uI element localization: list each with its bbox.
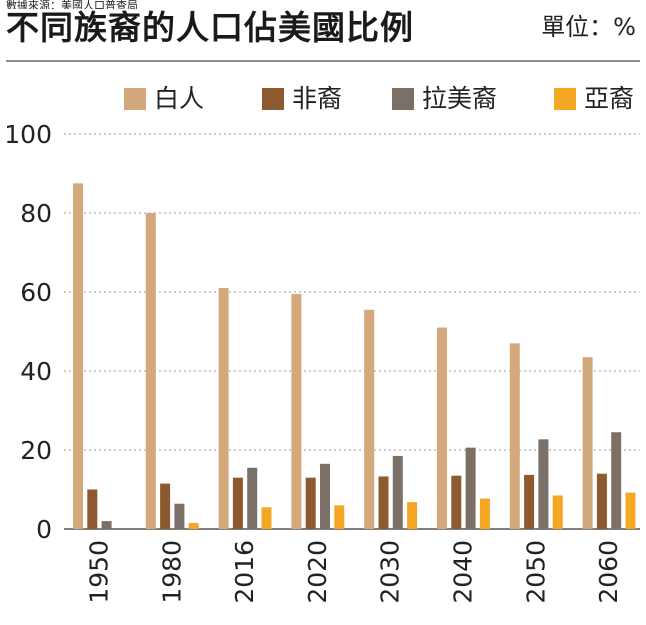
bar-hispanic-2060 [611, 432, 622, 529]
legend-item-black: 非裔 [262, 84, 342, 114]
unit-label: 單位：% [541, 13, 636, 41]
bar-black-2050 [524, 474, 535, 529]
x-tick-label: 2016 [230, 540, 259, 604]
bar-white-2030 [364, 309, 375, 529]
bar-hispanic-2040 [465, 447, 476, 529]
y-tick-label: 80 [20, 199, 52, 228]
x-tick-label: 2040 [448, 540, 477, 604]
bar-asian-2030 [407, 502, 418, 529]
bar-asian-2050 [552, 495, 563, 529]
bar-white-1950 [73, 183, 83, 529]
bar-white-1980 [145, 213, 156, 529]
x-tick-label: 2030 [376, 540, 405, 604]
bar-black-1950 [87, 489, 98, 529]
y-tick-label: 40 [20, 357, 52, 386]
bar-asian-2040 [479, 498, 490, 529]
bar-black-2030 [378, 476, 389, 529]
legend-label-black: 非裔 [292, 84, 343, 113]
bar-hispanic-1950 [101, 521, 112, 529]
legend-swatch-white [124, 88, 146, 110]
y-tick-label: 20 [20, 436, 52, 465]
bar-hispanic-1980 [174, 503, 185, 529]
bar-hispanic-2030 [392, 455, 403, 529]
bar-asian-2020 [334, 505, 345, 529]
x-tick-label: 2050 [521, 540, 550, 604]
chart-title: 不同族裔的人口佔美國比例 [6, 8, 414, 47]
bar-white-2016 [218, 288, 229, 529]
legend-item-hispanic: 拉美裔 [392, 84, 497, 114]
legend-swatch-asian [554, 88, 576, 110]
y-tick-label: 60 [20, 278, 52, 307]
bar-asian-1980 [188, 523, 199, 529]
bar-hispanic-2050 [538, 439, 549, 529]
bar-white-2060 [582, 357, 593, 529]
x-tick-label: 2020 [303, 540, 332, 604]
y-tick-label: 100 [4, 120, 52, 149]
x-tick-label: 1950 [84, 540, 113, 604]
x-tick-label: 1980 [157, 540, 186, 604]
x-axis: 1950 1980 2016 2020 2030 2040 2050 2060 [84, 540, 623, 604]
bar-black-2040 [451, 475, 462, 529]
legend-label-hispanic: 拉美裔 [422, 84, 498, 113]
bar-black-2020 [305, 477, 316, 529]
y-axis: 0 20 40 60 80 100 [4, 120, 52, 544]
legend-swatch-black [262, 88, 284, 110]
bar-white-2050 [509, 343, 520, 529]
bar-black-2016 [232, 477, 243, 529]
legend-label-white: 白人 [154, 84, 205, 113]
legend-swatch-hispanic [392, 88, 414, 110]
bar-white-2020 [291, 293, 302, 529]
source-note: 數據來源：美國人口普查局 [6, 0, 138, 9]
bar-black-2060 [596, 473, 607, 529]
legend-label-asian: 亞裔 [584, 84, 635, 113]
bar-white-2040 [437, 327, 447, 529]
bar-asian-2016 [261, 507, 272, 529]
bar-hispanic-2016 [247, 467, 258, 529]
bar-asian-2060 [625, 492, 636, 529]
x-tick-label: 2060 [594, 540, 623, 604]
bar-black-1980 [160, 483, 171, 529]
bars [73, 183, 636, 529]
bar-hispanic-2020 [320, 463, 330, 529]
legend-item-white: 白人 [124, 84, 204, 114]
y-tick-label: 0 [36, 515, 52, 544]
legend-item-asian: 亞裔 [554, 84, 634, 114]
title-divider [6, 60, 640, 62]
